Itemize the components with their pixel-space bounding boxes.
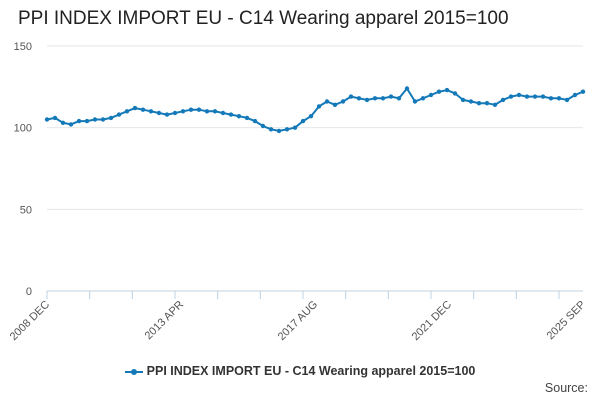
data-point	[340, 99, 346, 104]
x-tick-label: 2013 APR	[143, 299, 187, 343]
data-point	[396, 96, 402, 101]
data-point	[100, 117, 106, 122]
data-point	[76, 118, 82, 124]
data-point	[68, 122, 74, 127]
data-point	[516, 92, 522, 98]
data-point	[300, 118, 306, 124]
data-point	[212, 109, 218, 114]
data-point	[468, 99, 474, 104]
data-point	[332, 102, 338, 108]
data-point	[532, 94, 538, 99]
data-point	[556, 96, 562, 101]
data-point	[228, 112, 234, 117]
data-point	[508, 94, 514, 99]
data-point	[540, 94, 546, 99]
data-point	[124, 109, 130, 114]
data-point	[356, 96, 362, 101]
data-point	[116, 112, 122, 117]
data-point	[580, 89, 586, 94]
data-point	[244, 115, 250, 121]
data-point	[404, 86, 410, 91]
data-point	[564, 97, 570, 103]
data-point	[236, 114, 242, 119]
data-point	[196, 107, 202, 112]
data-point	[284, 127, 290, 132]
data-point	[268, 127, 274, 132]
data-point	[492, 102, 498, 108]
data-point	[412, 99, 418, 104]
data-point	[524, 94, 530, 99]
data-point	[132, 105, 138, 111]
data-point	[60, 120, 66, 126]
source-label[interactable]: Source:	[544, 381, 588, 395]
x-tick-label: 2017 AUG	[276, 299, 320, 343]
data-point	[316, 104, 322, 109]
series-layer	[44, 86, 586, 134]
data-point	[484, 101, 490, 106]
data-point	[420, 96, 426, 101]
data-point	[452, 91, 458, 96]
data-point	[572, 92, 578, 98]
data-point	[372, 96, 378, 101]
data-point	[548, 96, 554, 101]
data-point	[444, 87, 450, 93]
data-point	[180, 109, 186, 114]
x-tick-label: 2008 DEC	[8, 299, 52, 343]
data-point	[52, 115, 58, 121]
data-point	[188, 107, 194, 112]
data-point	[164, 112, 170, 117]
y-tick-label: 100	[14, 123, 32, 135]
data-point	[476, 101, 482, 106]
data-point	[276, 128, 282, 134]
data-point	[204, 109, 210, 114]
data-point	[388, 94, 394, 99]
y-tick-label: 0	[26, 286, 32, 298]
legend-swatch	[124, 367, 143, 377]
data-point	[172, 110, 178, 116]
data-point	[220, 110, 226, 116]
data-point	[324, 99, 330, 104]
data-point	[44, 117, 50, 122]
data-point	[156, 110, 162, 116]
data-point	[292, 125, 298, 130]
y-tick-label: 50	[20, 204, 32, 216]
data-point	[428, 92, 434, 98]
x-tick-label: 2021 DEC	[410, 299, 454, 343]
grid-lines	[47, 45, 583, 210]
data-point	[108, 115, 114, 121]
axes: 0 50 100 150 2008 DEC 2013 APR 2017 AUG 2021 DE…	[8, 41, 588, 343]
data-point	[308, 114, 314, 119]
data-point	[252, 118, 258, 124]
data-point	[348, 94, 354, 99]
data-point	[84, 118, 90, 124]
x-tick-label: 2025 SEP	[545, 299, 589, 343]
data-point	[500, 97, 506, 103]
data-point	[260, 123, 266, 129]
y-tick-label: 150	[14, 41, 32, 53]
data-point	[436, 89, 442, 94]
data-point	[140, 107, 146, 112]
data-point	[460, 97, 466, 103]
chart-title: PPI INDEX IMPORT EU - C14 Wearing appare…	[18, 8, 509, 29]
data-point	[92, 117, 98, 122]
legend-label: PPI INDEX IMPORT EU - C14 Wearing appare…	[146, 364, 476, 378]
data-point	[380, 96, 386, 101]
data-point	[364, 97, 370, 103]
data-point	[148, 109, 154, 114]
legend[interactable]: PPI INDEX IMPORT EU - C14 Wearing appare…	[0, 364, 600, 378]
